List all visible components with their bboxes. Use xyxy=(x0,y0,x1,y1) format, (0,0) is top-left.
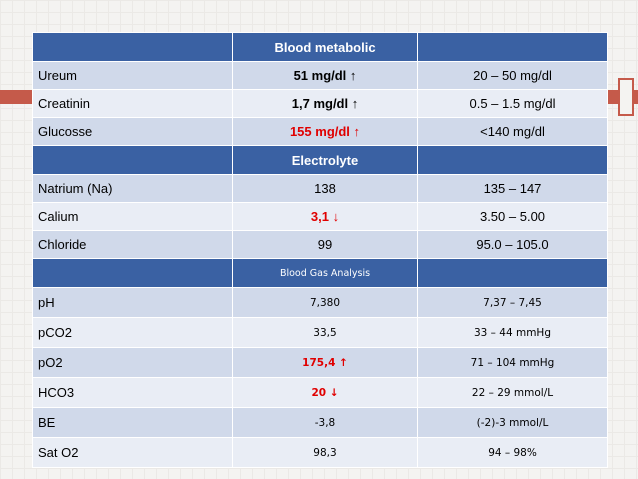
header-empty-cell xyxy=(417,258,608,288)
table-row: Calium 3,1 ↓ 3.50 – 5.00 xyxy=(32,202,608,231)
section-title-gas: Blood Gas Analysis xyxy=(232,258,418,288)
table-row: HCO3 20 ↓ 22 – 29 mmol/L xyxy=(32,377,608,408)
section-title-metabolic: Blood metabolic xyxy=(232,32,418,62)
table-row: Natrium (Na) 138 135 – 147 xyxy=(32,174,608,203)
reference-range: 22 – 29 mmol/L xyxy=(417,377,608,408)
test-value: 7,380 xyxy=(232,287,418,318)
header-empty-cell xyxy=(417,145,608,175)
test-name: pCO2 xyxy=(32,317,233,348)
test-value: -3,8 xyxy=(232,407,418,438)
reference-range: (-2)-3 mmol/L xyxy=(417,407,608,438)
section-header-metabolic: Blood metabolic xyxy=(32,32,608,62)
test-value: 99 xyxy=(232,230,418,259)
test-name: pO2 xyxy=(32,347,233,378)
lab-results-table: Blood metabolic Ureum 51 mg/dl ↑ 20 – 50… xyxy=(32,32,608,468)
test-name: Glucosse xyxy=(32,117,233,146)
test-value: 51 mg/dl ↑ xyxy=(232,61,418,90)
reference-range: 20 – 50 mg/dl xyxy=(417,61,608,90)
test-value-abnormal: 20 ↓ xyxy=(232,377,418,408)
header-empty-cell xyxy=(32,145,233,175)
test-name: pH xyxy=(32,287,233,318)
header-empty-cell xyxy=(32,258,233,288)
section-header-gas: Blood Gas Analysis xyxy=(32,258,608,288)
section-title-electrolyte: Electrolyte xyxy=(232,145,418,175)
test-name: Chloride xyxy=(32,230,233,259)
reference-range: 0.5 – 1.5 mg/dl xyxy=(417,89,608,118)
test-value-abnormal: 175,4 ↑ xyxy=(232,347,418,378)
reference-range: 3.50 – 5.00 xyxy=(417,202,608,231)
table-row: BE -3,8 (-2)-3 mmol/L xyxy=(32,407,608,438)
test-value: 98,3 xyxy=(232,437,418,468)
test-name: Calium xyxy=(32,202,233,231)
test-name: Natrium (Na) xyxy=(32,174,233,203)
reference-range: 33 – 44 mmHg xyxy=(417,317,608,348)
reference-range: 95.0 – 105.0 xyxy=(417,230,608,259)
test-value-abnormal: 3,1 ↓ xyxy=(232,202,418,231)
header-empty-cell xyxy=(32,32,233,62)
section-header-electrolyte: Electrolyte xyxy=(32,145,608,175)
test-name: BE xyxy=(32,407,233,438)
test-value: 1,7 mg/dl ↑ xyxy=(232,89,418,118)
test-name: Ureum xyxy=(32,61,233,90)
table-row: Sat O2 98,3 94 – 98% xyxy=(32,437,608,468)
header-empty-cell xyxy=(417,32,608,62)
reference-range: 7,37 – 7,45 xyxy=(417,287,608,318)
test-name: HCO3 xyxy=(32,377,233,408)
test-value-abnormal: 155 mg/dl ↑ xyxy=(232,117,418,146)
accent-box xyxy=(618,78,634,116)
test-name: Sat O2 xyxy=(32,437,233,468)
table-row: Creatinin 1,7 mg/dl ↑ 0.5 – 1.5 mg/dl xyxy=(32,89,608,118)
table-row: Ureum 51 mg/dl ↑ 20 – 50 mg/dl xyxy=(32,61,608,90)
reference-range: 71 – 104 mmHg xyxy=(417,347,608,378)
table-row: pH 7,380 7,37 – 7,45 xyxy=(32,287,608,318)
test-name: Creatinin xyxy=(32,89,233,118)
reference-range: <140 mg/dl xyxy=(417,117,608,146)
table-row: pO2 175,4 ↑ 71 – 104 mmHg xyxy=(32,347,608,378)
reference-range: 135 – 147 xyxy=(417,174,608,203)
table-row: pCO2 33,5 33 – 44 mmHg xyxy=(32,317,608,348)
reference-range: 94 – 98% xyxy=(417,437,608,468)
table-row: Glucosse 155 mg/dl ↑ <140 mg/dl xyxy=(32,117,608,146)
test-value: 33,5 xyxy=(232,317,418,348)
test-value: 138 xyxy=(232,174,418,203)
table-row: Chloride 99 95.0 – 105.0 xyxy=(32,230,608,259)
